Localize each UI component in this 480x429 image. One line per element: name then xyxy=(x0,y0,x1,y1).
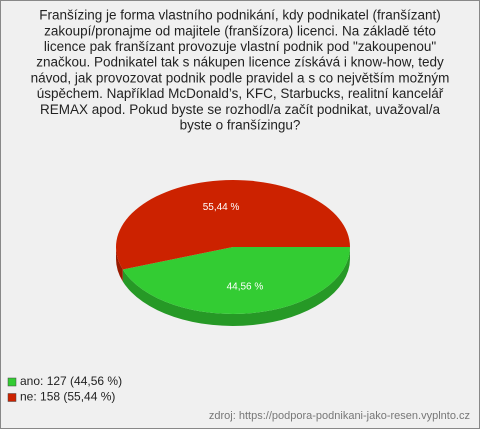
chart-title: Franšízing je forma vlastního podnikání,… xyxy=(39,8,440,23)
chart-title: byste o franšízingu? xyxy=(180,117,301,132)
legend-label: ne: 158 (55,44 %) xyxy=(20,390,115,404)
legend-label: ano: 127 (44,56 %) xyxy=(20,374,122,388)
value-label: 44,56 % xyxy=(227,281,264,292)
slice-side xyxy=(122,247,350,327)
slice-side xyxy=(116,247,123,282)
chart-title: zakoupí/pronajme od majitele (franšízora… xyxy=(44,23,436,38)
value-label: 55,44 % xyxy=(203,202,240,213)
legend-swatch xyxy=(7,377,17,387)
legend-swatch xyxy=(7,393,17,402)
chart-title: návod, jak provozovat podnik podle pravi… xyxy=(31,70,450,85)
slice xyxy=(116,180,351,270)
chart-title: licence pak franšízant provozuje vlastní… xyxy=(44,39,437,54)
chart-title: REMAX apod. Pokud byste se rozhodl/a zač… xyxy=(40,102,440,117)
chart-title: úspěchem. Například McDonald’s, KFC, Sta… xyxy=(37,86,444,101)
chart-title: značkou. Podnikatel tak s nákupen licenc… xyxy=(36,55,444,70)
source: zdroj: https://podpora-podnikani-jako-re… xyxy=(209,410,470,422)
slice xyxy=(122,247,350,314)
